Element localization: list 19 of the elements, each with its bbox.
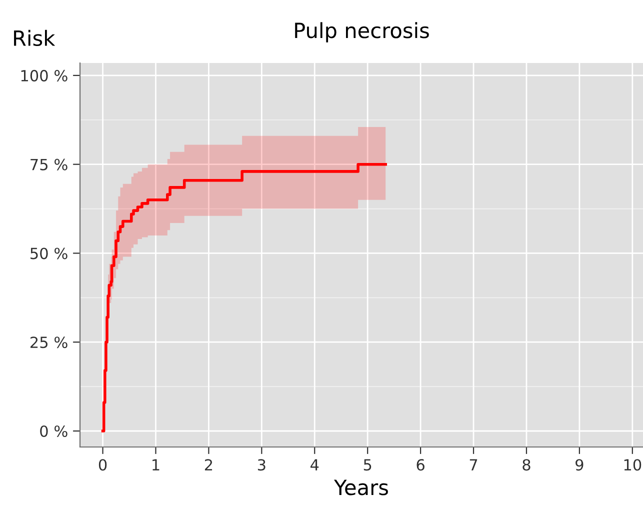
y-tick-label: 100 % [21,70,68,82]
x-tick-label: 1 [152,459,160,470]
x-tick-label: 7 [470,459,478,470]
x-tick-label: 6 [416,459,424,471]
x-tick-label: 2 [204,459,212,470]
x-tick-label: 3 [258,459,266,471]
x-tick-label: 0 [98,459,107,471]
y-tick-label: 25 % [30,336,68,348]
y-tick-label: 75 % [30,158,68,170]
chart-title: Pulp necrosis [295,22,429,42]
x-tick-label: 4 [310,459,319,470]
y-tick-label: 0 % [40,425,68,438]
x-tick-label: 9 [576,459,584,471]
y-tick-label: 50 % [30,248,68,260]
x-tick-label: 10 [624,459,642,471]
x-tick-label: 8 [522,459,530,471]
x-tick-label: 5 [364,459,372,471]
y-axis-title: Risk [14,30,56,46]
x-axis-title: Years [334,480,388,496]
